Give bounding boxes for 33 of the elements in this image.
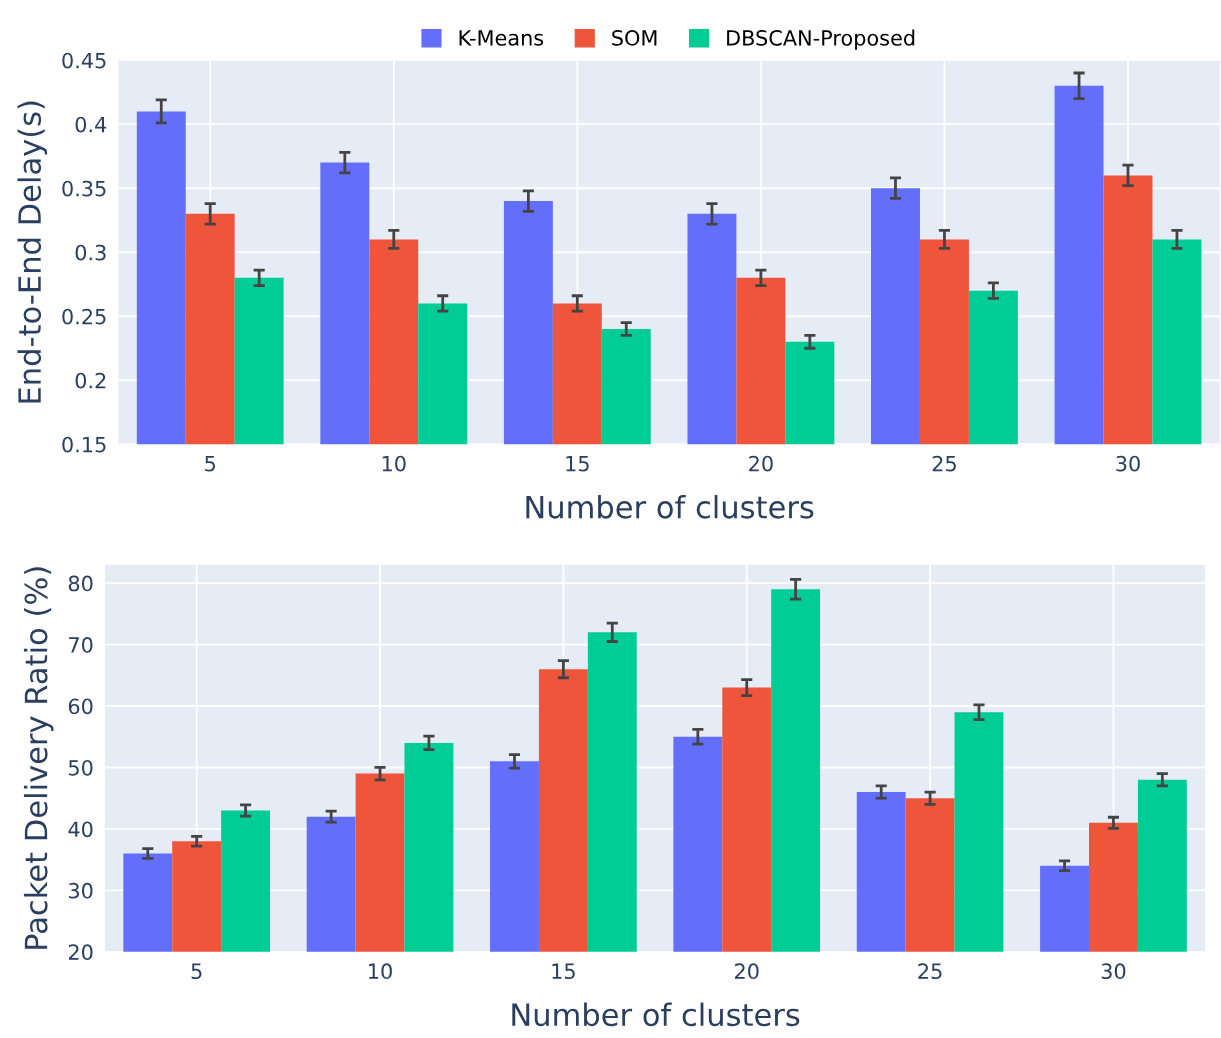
- y-tick-label: 70: [69, 637, 93, 653]
- y-tick-label: 0.2: [75, 372, 106, 389]
- x-tick-label: 5: [205, 456, 216, 472]
- legend-label: DBSCAN-Proposed: [727, 29, 915, 50]
- y-tick-label: 50: [68, 759, 93, 776]
- x-tick-label: 10: [369, 963, 392, 980]
- y-tick-label: 0.3: [75, 244, 106, 261]
- x-tick-label: 25: [932, 455, 956, 472]
- y-tick-label: 0.35: [62, 180, 106, 197]
- y-tick-label: 60: [68, 698, 93, 715]
- y-tick-label: 30: [68, 882, 93, 899]
- x-tick-label: 25: [918, 963, 942, 980]
- y-tick-label: 80: [68, 575, 93, 592]
- y-axis-title: End-to-End Delay(s): [17, 101, 48, 403]
- legend-label: K-Means: [459, 30, 544, 46]
- x-tick-label: 15: [552, 963, 575, 980]
- y-tick-label: 0.15: [62, 436, 106, 453]
- x-tick-label: 5: [191, 963, 202, 980]
- x-tick-label: 15: [566, 456, 589, 472]
- y-tick-label: 0.45: [62, 52, 106, 69]
- x-tick-label: 10: [382, 455, 406, 472]
- x-tick-label: 20: [749, 455, 773, 472]
- y-tick-label: 0.25: [62, 308, 106, 325]
- x-tick-label: 30: [1101, 963, 1126, 980]
- x-axis-title: Number of clusters: [526, 494, 814, 519]
- y-axis-title: Packet Delivery Ratio (%): [23, 567, 54, 949]
- x-tick-label: 20: [735, 963, 759, 980]
- x-tick-label: 30: [1116, 455, 1140, 472]
- x-axis-title: Number of clusters: [512, 1002, 800, 1027]
- y-tick-label: 0.4: [75, 116, 107, 133]
- y-tick-label: 20: [68, 944, 93, 961]
- legend-label: SOM: [612, 29, 657, 46]
- y-tick-label: 40: [68, 821, 93, 838]
